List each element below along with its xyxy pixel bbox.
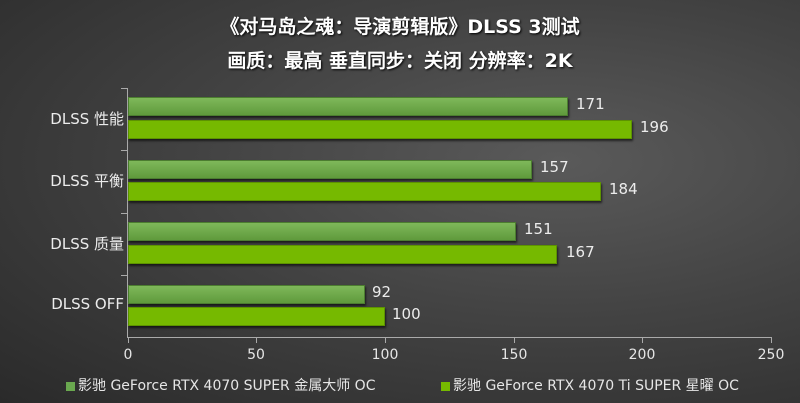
y-tick [121, 88, 127, 89]
x-tick-label: 50 [247, 347, 265, 363]
x-tick-label: 150 [500, 347, 528, 363]
x-tick [642, 337, 643, 343]
x-tick-label: 0 [123, 347, 133, 363]
x-tick [514, 337, 515, 343]
bar-value: 167 [566, 243, 595, 261]
category-label: DLSS OFF [51, 295, 124, 313]
x-tick [771, 337, 772, 343]
legend-swatch-icon [441, 381, 450, 391]
legend-item-series2: 影驰 GeForce RTX 4070 Ti SUPER 星曜 OC [441, 375, 739, 395]
chart-title: 《对马岛之魂：导演剪辑版》DLSS 3测试 [220, 16, 580, 38]
bar-series1-balanced [128, 160, 532, 179]
category-label: DLSS 平衡 [50, 172, 124, 190]
bar-series1-off [128, 285, 365, 304]
legend-item-series1: 影驰 GeForce RTX 4070 SUPER 金属大师 OC [66, 375, 375, 395]
legend-label: 影驰 GeForce RTX 4070 Ti SUPER 星曜 OC [453, 378, 739, 394]
x-tick [385, 337, 386, 343]
chart-subtitle: 画质：最高 垂直同步：关闭 分辨率：2K [227, 50, 573, 72]
bar-series1-quality [128, 222, 516, 241]
bar-series2-quality [128, 245, 557, 264]
x-tick [128, 337, 129, 343]
category-label: DLSS 质量 [50, 235, 124, 253]
y-axis [127, 88, 128, 338]
legend-label: 影驰 GeForce RTX 4070 SUPER 金属大师 OC [78, 378, 376, 394]
bar-series2-off [128, 307, 385, 326]
bar-value: 100 [392, 305, 421, 323]
bar-value: 157 [540, 158, 569, 176]
bar-value: 184 [609, 180, 638, 198]
bar-series1-performance [128, 97, 568, 116]
bar-value: 92 [372, 283, 392, 301]
category-label: DLSS 性能 [50, 110, 124, 128]
x-tick-label: 100 [371, 347, 399, 363]
bar-series2-balanced [128, 182, 601, 201]
y-tick [121, 150, 127, 151]
x-tick-label: 200 [628, 347, 656, 363]
y-tick [121, 275, 127, 276]
x-tick-label: 250 [757, 347, 785, 363]
x-tick [256, 337, 257, 343]
bar-value: 151 [524, 220, 553, 238]
x-axis [127, 337, 772, 338]
bar-value: 171 [576, 95, 605, 113]
legend-swatch-icon [66, 381, 75, 391]
bar-series2-performance [128, 120, 632, 139]
y-tick [121, 213, 127, 214]
bar-value: 196 [640, 118, 669, 136]
